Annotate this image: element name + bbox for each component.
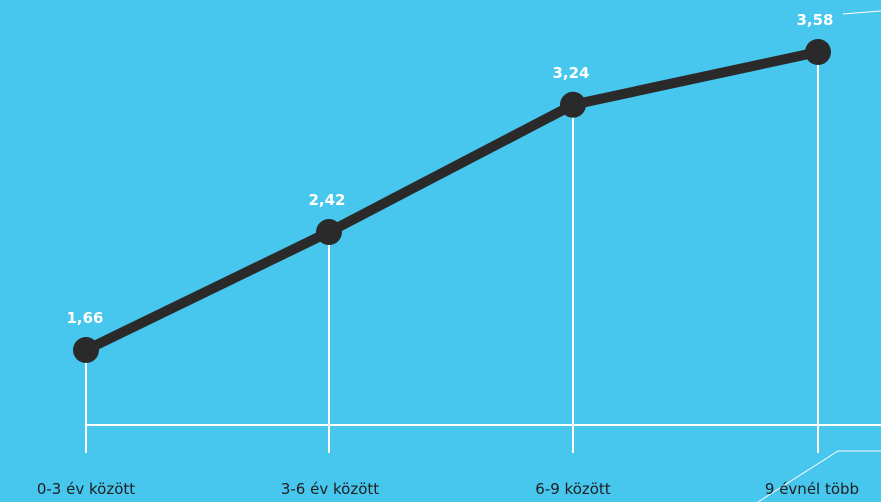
data-point-0: [73, 337, 99, 363]
category-label-3: 9 évnél több: [765, 480, 859, 498]
data-point-2: [560, 91, 586, 118]
callout-line-bottom: [757, 450, 881, 502]
value-label-0: 1,66: [66, 309, 103, 327]
value-label-1: 2,42: [308, 191, 345, 209]
category-label-0: 0-3 év között: [37, 480, 135, 498]
value-label-2: 3,24: [552, 64, 589, 82]
category-label-2: 6-9 között: [535, 480, 611, 498]
series-line: [81, 47, 823, 355]
value-label-3: 3,58: [796, 11, 833, 29]
data-point-3: [805, 39, 831, 65]
data-point-1: [316, 219, 342, 246]
category-label-1: 3-6 év között: [281, 480, 379, 498]
callout-line-top: [842, 10, 881, 15]
